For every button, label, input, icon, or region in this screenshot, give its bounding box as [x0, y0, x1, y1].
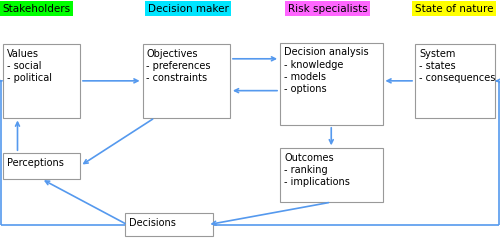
FancyBboxPatch shape [142, 44, 230, 118]
FancyBboxPatch shape [2, 153, 80, 179]
FancyBboxPatch shape [280, 148, 382, 202]
Text: Outcomes
- ranking
- implications: Outcomes - ranking - implications [284, 153, 350, 187]
Text: Values
- social
- political: Values - social - political [6, 49, 52, 83]
Text: Risk specialists: Risk specialists [288, 4, 367, 14]
Text: Objectives
- preferences
- constraints: Objectives - preferences - constraints [146, 49, 211, 83]
Text: System
- states
- consequences: System - states - consequences [419, 49, 496, 83]
FancyBboxPatch shape [280, 43, 382, 125]
Text: State of nature: State of nature [415, 4, 494, 14]
Text: Perceptions: Perceptions [6, 158, 64, 168]
FancyBboxPatch shape [2, 44, 80, 118]
FancyBboxPatch shape [415, 44, 495, 118]
Text: Decision analysis
- knowledge
- models
- options: Decision analysis - knowledge - models -… [284, 47, 368, 95]
Text: Decision maker: Decision maker [148, 4, 228, 14]
Text: Decisions: Decisions [129, 218, 176, 228]
Text: Stakeholders: Stakeholders [2, 4, 70, 14]
FancyBboxPatch shape [125, 213, 212, 236]
